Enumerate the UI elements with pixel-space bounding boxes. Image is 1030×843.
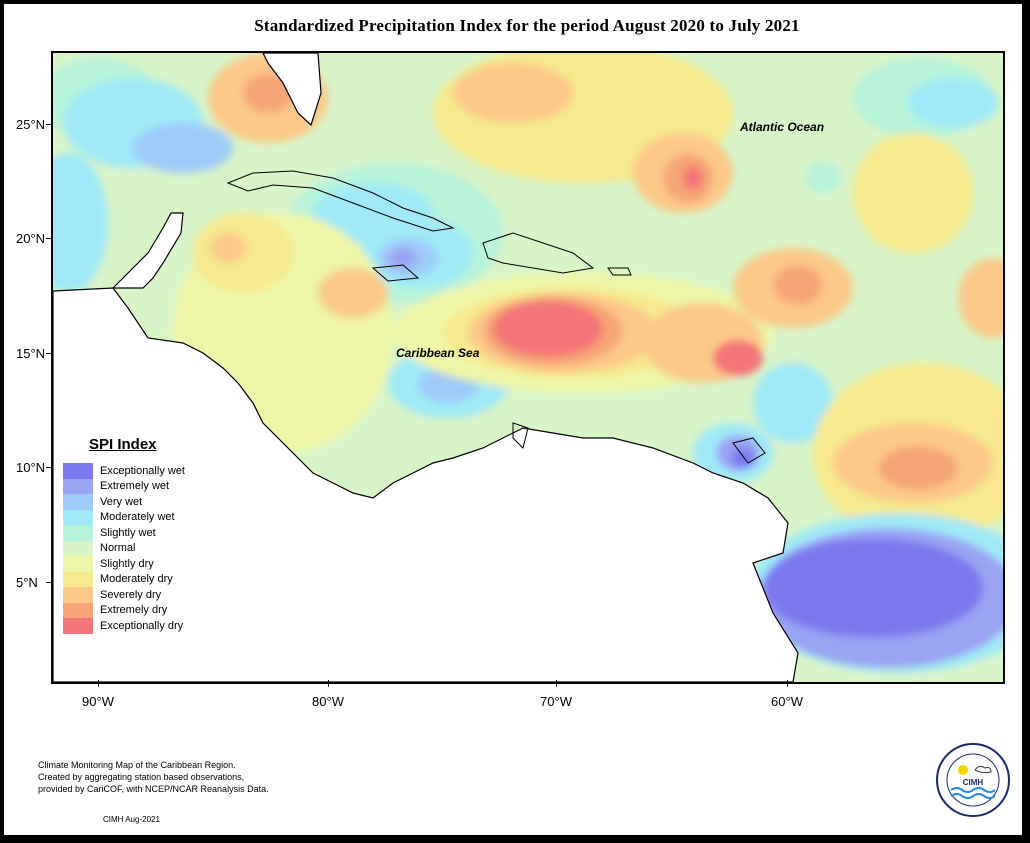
- legend-label: Exceptionally dry: [100, 619, 184, 632]
- legend-label: Slightly dry: [100, 557, 154, 570]
- legend-item: Moderately wet: [63, 509, 213, 525]
- footnote-line: provided by CariCOF, with NCEP/NCAR Rean…: [38, 784, 269, 794]
- footnote-line: Climate Monitoring Map of the Caribbean …: [38, 760, 236, 770]
- legend-item: Exceptionally dry: [63, 618, 213, 634]
- spi-legend: SPI Index Exceptionally wet Extremely wet…: [63, 436, 213, 634]
- caribbean-sea-label: Caribbean Sea: [396, 346, 480, 360]
- legend-label: Severely dry: [100, 588, 162, 601]
- lat-tick: [46, 582, 52, 583]
- lat-label-25n: 25°N: [16, 117, 46, 132]
- footnote-line: Created by aggregating station based obs…: [38, 772, 245, 782]
- legend-swatch: [63, 556, 93, 572]
- spi-field: [53, 53, 1003, 673]
- lon-tick: [787, 680, 788, 687]
- lon-label-70w: 70°W: [540, 694, 572, 709]
- legend-label: Exceptionally wet: [100, 464, 185, 477]
- legend-label: Moderately dry: [100, 573, 173, 586]
- map-area: [51, 51, 1005, 684]
- legend-item: Very wet: [63, 494, 213, 510]
- sun-icon: [958, 765, 968, 775]
- legend-item: Extremely dry: [63, 602, 213, 618]
- lat-tick: [46, 238, 52, 239]
- legend-item: Severely dry: [63, 587, 213, 603]
- legend-item: Moderately dry: [63, 571, 213, 587]
- legend-label: Normal: [100, 542, 136, 555]
- legend-title: SPI Index: [89, 436, 157, 453]
- islands: [226, 170, 766, 464]
- lat-tick: [46, 467, 52, 468]
- legend-item: Extremely wet: [63, 478, 213, 494]
- legend-rows: Exceptionally wet Extremely wet Very wet Mo…: [63, 463, 213, 634]
- legend-swatch: [63, 540, 93, 556]
- land-masses: [53, 53, 799, 682]
- legend-item: Exceptionally wet: [63, 463, 213, 479]
- legend-label: Moderately wet: [100, 511, 175, 524]
- legend-item: Normal: [63, 540, 213, 556]
- cimh-logo: CIMH: [935, 742, 1011, 818]
- lon-label-60w: 60°W: [771, 694, 803, 709]
- legend-label: Very wet: [100, 495, 143, 508]
- footnote-date: CIMH Aug-2021: [103, 815, 160, 824]
- lat-tick: [46, 353, 52, 354]
- cloud-icon: [974, 765, 992, 774]
- lat-label-5n: 5°N: [16, 575, 38, 590]
- legend-label: Slightly wet: [100, 526, 156, 539]
- legend-swatch: [63, 494, 93, 510]
- lon-tick: [98, 680, 99, 687]
- lat-label-20n: 20°N: [16, 231, 46, 246]
- legend-item: Slightly wet: [63, 525, 213, 541]
- legend-swatch: [63, 478, 93, 494]
- spi-map-svg: [53, 53, 1003, 682]
- lat-label-15n: 15°N: [16, 346, 46, 361]
- legend-swatch: [63, 618, 93, 634]
- lat-label-10n: 10°N: [16, 460, 46, 475]
- lon-label-90w: 90°W: [82, 694, 114, 709]
- footnote: Climate Monitoring Map of the Caribbean …: [38, 759, 269, 795]
- lon-tick: [328, 680, 329, 687]
- lon-tick: [556, 680, 557, 687]
- lat-tick: [46, 124, 52, 125]
- legend-label: Extremely dry: [100, 604, 168, 617]
- legend-swatch: [63, 602, 93, 618]
- legend-swatch: [63, 509, 93, 525]
- atlantic-ocean-label: Atlantic Ocean: [740, 120, 825, 134]
- legend-item: Slightly dry: [63, 556, 213, 572]
- legend-swatch: [63, 463, 93, 479]
- map-title: Standardized Precipitation Index for the…: [254, 16, 800, 35]
- lon-label-80w: 80°W: [312, 694, 344, 709]
- legend-swatch: [63, 587, 93, 603]
- logo-text: CIMH: [963, 778, 984, 787]
- legend-swatch: [63, 525, 93, 541]
- legend-label: Extremely wet: [100, 480, 170, 493]
- legend-swatch: [63, 571, 93, 587]
